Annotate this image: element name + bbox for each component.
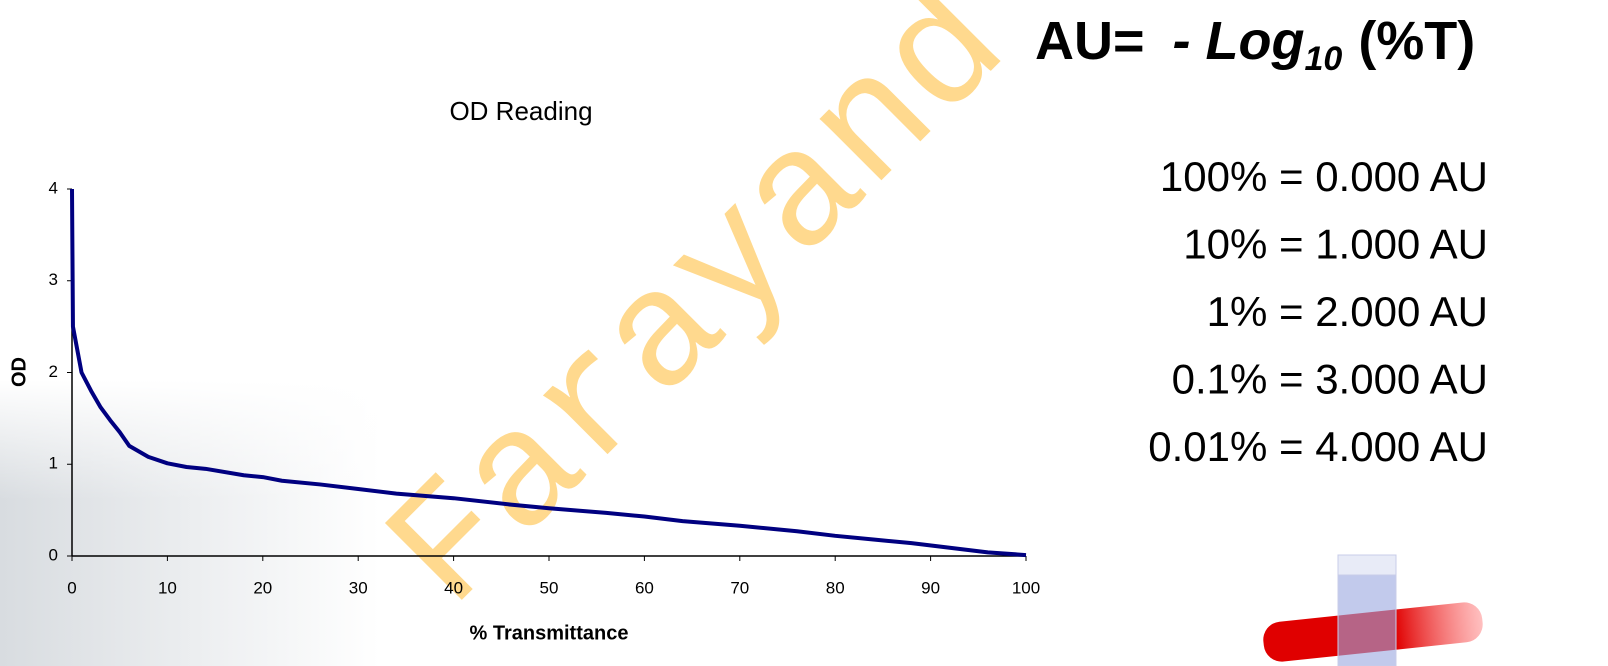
x-tick-label: 100: [1012, 578, 1040, 597]
equivalence: 0.1% = 3.000 AU: [1172, 356, 1488, 403]
x-tick-label: 20: [253, 578, 272, 597]
formula-subscript: 10: [1304, 40, 1342, 78]
x-axis-label: % Transmittance: [470, 622, 629, 644]
y-tick-label: 0: [49, 545, 58, 564]
formula-function: - Log: [1173, 11, 1305, 71]
texture-fade: [0, 380, 380, 500]
x-tick-label: 80: [826, 578, 845, 597]
x-tick-label: 50: [540, 578, 559, 597]
y-tick-label: 1: [49, 454, 58, 473]
y-tick-label: 4: [49, 178, 58, 197]
x-tick-label: 40: [444, 578, 463, 597]
y-tick-label: 3: [49, 270, 58, 289]
x-tick-label: 10: [158, 578, 177, 597]
equivalence: 0.01% = 4.000 AU: [1148, 423, 1488, 470]
formula-argument: (%T): [1358, 11, 1475, 71]
equivalence: 10% = 1.000 AU: [1183, 221, 1488, 268]
cuvette: [1338, 560, 1396, 666]
chart-title: OD Reading: [449, 96, 592, 126]
x-tick-label: 60: [635, 578, 654, 597]
equivalence: 100% = 0.000 AU: [1160, 153, 1488, 200]
x-tick-label: 70: [730, 578, 749, 597]
x-tick-label: 30: [349, 578, 368, 597]
equivalence: 1% = 2.000 AU: [1207, 288, 1488, 335]
x-tick-label: 0: [67, 578, 76, 597]
y-tick-label: 2: [49, 362, 58, 381]
x-tick-label: 90: [921, 578, 940, 597]
y-axis-label: OD: [8, 357, 30, 387]
formula-prefix: AU=: [1035, 11, 1145, 71]
cuvette-top: [1338, 555, 1396, 575]
formula: AU= - Log10 (%T): [1035, 11, 1475, 78]
slide: Farayand OD Reading012340102030405060708…: [0, 0, 1608, 666]
